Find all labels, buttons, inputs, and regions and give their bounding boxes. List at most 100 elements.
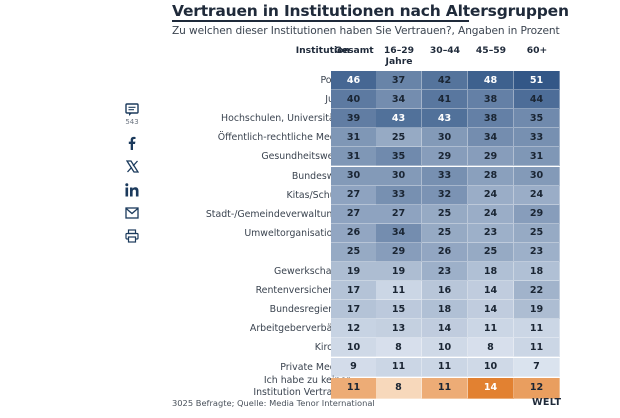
row-label: Öffentlich-rechtliche Medien	[217, 132, 350, 144]
heatmap-cell: 23	[422, 262, 468, 282]
chart-subtitle: Zu welchen dieser Institutionen haben Si…	[172, 25, 560, 37]
heatmap-cell: 11	[422, 377, 468, 399]
title-underline	[172, 20, 469, 22]
heatmap-cell: 31	[514, 147, 560, 167]
heatmap-cell: 25	[422, 223, 468, 243]
column-header-4: 60+	[526, 45, 548, 56]
comment-icon[interactable]	[125, 103, 139, 117]
heatmap-cell: 24	[468, 204, 514, 224]
heatmap-cell: 29	[422, 147, 468, 167]
heatmap-cell: 25	[376, 128, 422, 148]
linkedin-icon[interactable]	[124, 183, 140, 197]
heatmap-cell: 11	[376, 357, 422, 377]
row-label: Hochschulen, Universitäten	[221, 113, 350, 125]
heatmap-cell: 26	[422, 242, 468, 262]
heatmap-cell: 18	[422, 300, 468, 320]
heatmap-cell: 29	[376, 242, 422, 262]
column-header-1: 16–29 Jahre	[383, 45, 415, 67]
row-label: Gesundheitswesen	[261, 151, 350, 163]
email-icon[interactable]	[125, 207, 139, 219]
column-header-2: 30–44	[429, 45, 461, 56]
heatmap-cell: 25	[514, 223, 560, 243]
heatmap-cell: 30	[422, 128, 468, 148]
heatmap-cell: 19	[376, 262, 422, 282]
heatmap-cell: 30	[514, 166, 560, 186]
heatmap-cell: 29	[514, 204, 560, 224]
heatmap-cell: 29	[468, 147, 514, 167]
heatmap-cell: 26	[331, 223, 377, 243]
heatmap-cell: 15	[376, 300, 422, 320]
heatmap-cell: 18	[468, 262, 514, 282]
heatmap-cell: 33	[376, 185, 422, 205]
heatmap-cell: 25	[422, 204, 468, 224]
heatmap-cell: 31	[331, 147, 377, 167]
heatmap-cell: 11	[376, 281, 422, 301]
heatmap-cell: 11	[514, 319, 560, 339]
heatmap-cell: 16	[422, 281, 468, 301]
heatmap-cell: 18	[514, 262, 560, 282]
heatmap-cell: 13	[376, 319, 422, 339]
facebook-icon[interactable]	[126, 136, 138, 150]
heatmap-cell: 24	[514, 185, 560, 205]
heatmap-cell: 8	[376, 377, 422, 399]
heatmap-cell: 23	[468, 223, 514, 243]
heatmap-cell: 35	[376, 147, 422, 167]
heatmap-cell: 17	[331, 281, 377, 301]
heatmap-cell: 25	[468, 242, 514, 262]
row-label: Private Medien	[280, 361, 350, 373]
heatmap-cell: 11	[422, 357, 468, 377]
heatmap-cell: 11	[468, 319, 514, 339]
heatmap-cell: 44	[514, 90, 560, 110]
heatmap-cell: 25	[331, 242, 377, 262]
source-note: 3025 Befragte; Quelle: Media Tenor Inter…	[172, 398, 375, 408]
x-icon[interactable]	[125, 160, 139, 173]
chart-title: Vertrauen in Institutionen nach Altersgr…	[172, 2, 569, 20]
heatmap-cell: 27	[376, 204, 422, 224]
heatmap-cell: 11	[331, 377, 377, 399]
heatmap-cell: 34	[376, 223, 422, 243]
heatmap-cell: 10	[422, 338, 468, 358]
share-bar: 543	[122, 103, 142, 243]
heatmap-cell: 31	[331, 128, 377, 148]
heatmap-cell: 34	[468, 128, 514, 148]
heatmap-cell: 40	[331, 90, 377, 110]
heatmap-cell: 14	[468, 300, 514, 320]
heatmap-cell: 35	[514, 109, 560, 129]
heatmap-cell: 38	[468, 109, 514, 129]
heatmap-cell: 33	[514, 128, 560, 148]
heatmap-cell: 14	[468, 281, 514, 301]
heatmap-cell: 37	[376, 71, 422, 91]
row-label: Arbeitgeberverbände	[249, 323, 350, 335]
heatmap-cell: 24	[468, 185, 514, 205]
comments-count[interactable]: 543	[125, 118, 139, 126]
heatmap-cell: 42	[422, 71, 468, 91]
row-label: Rentenversicherung	[255, 285, 350, 297]
row-label: Gewerkschaften	[274, 266, 350, 277]
heatmap-cell: 30	[331, 166, 377, 186]
row-label: Ich habe zu keiner Institution Vertrauen	[253, 374, 350, 398]
row-label: Bundesregierung	[269, 304, 350, 316]
column-header-0: Gesamt	[334, 45, 374, 56]
heatmap-cell: 43	[376, 109, 422, 129]
heatmap-cell: 7	[514, 357, 560, 377]
heatmap-cell: 33	[422, 166, 468, 186]
heatmap-cell: 27	[331, 204, 377, 224]
print-icon[interactable]	[125, 229, 139, 243]
heatmap-cell: 51	[514, 71, 560, 91]
heatmap-cell: 32	[422, 185, 468, 205]
heatmap-cell: 17	[331, 300, 377, 320]
column-header-institution: Institution	[295, 45, 350, 56]
heatmap-cell: 8	[376, 338, 422, 358]
row-label: Kitas/Schulen	[286, 189, 350, 201]
heatmap-cell: 12	[331, 319, 377, 339]
heatmap-cell: 34	[376, 90, 422, 110]
column-header-3: 45–59	[475, 45, 507, 56]
heatmap-cell: 14	[468, 377, 514, 399]
heatmap-cell: 14	[422, 319, 468, 339]
heatmap-cell: 38	[468, 90, 514, 110]
heatmap-cell: 23	[514, 242, 560, 262]
row-label: Umweltorganisationen	[244, 227, 350, 239]
heatmap-cell: 39	[331, 109, 377, 129]
heatmap-cell: 27	[331, 185, 377, 205]
heatmap-cell: 41	[422, 90, 468, 110]
